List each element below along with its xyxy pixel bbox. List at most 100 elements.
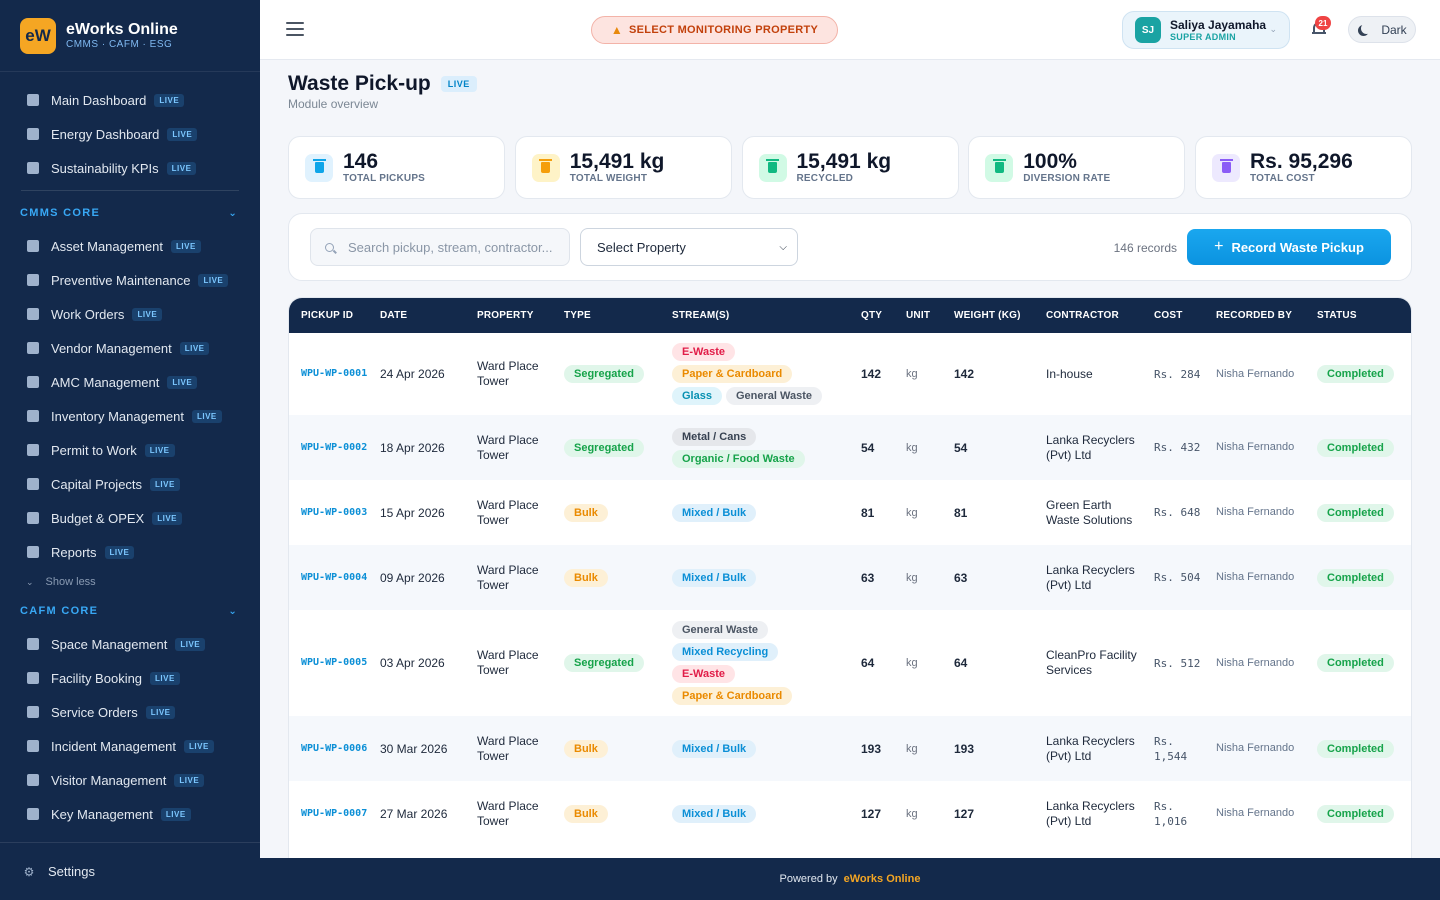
recorded-by: Nisha Fernando [1216,506,1295,518]
plus-icon: + [1214,238,1224,255]
live-badge: LIVE [166,161,197,175]
property-select[interactable]: Select Property ⌵ [580,228,798,266]
column-header[interactable]: DATE [380,310,408,321]
section-cmms-core[interactable]: CMMS CORE ⌄ [0,197,260,229]
pickup-id-link[interactable]: WPU-WP-0007 [301,807,368,819]
unit: kg [906,368,918,380]
section-cafm-core[interactable]: CAFM CORE ⌄ [0,595,260,627]
brand-name: eWorks Online [66,21,178,38]
table-row[interactable]: WPU-WP-0005 03 Apr 2026 Ward Place Tower Se… [289,610,1411,716]
monitor-label: SELECT MONITORING PROPERTY [629,24,819,36]
pickup-date: 15 Apr 2026 [380,505,445,520]
sidebar-item-preventive-maintenance[interactable]: Preventive Maintenance LIVE [0,263,260,297]
sidebar-item-asset-management[interactable]: Asset Management LIVE [0,229,260,263]
stream-badge: Mixed / Bulk [672,739,757,758]
sidebar-item-label: Service Orders [51,704,138,720]
pickup-id-link[interactable]: WPU-WP-0005 [301,657,368,668]
search-input[interactable]: Search pickup, stream, contractor... [310,228,570,266]
quantity: 142 [861,367,882,381]
pickup-id-link[interactable]: WPU-WP-0004 [301,571,368,583]
stream-badge: Organic / Food Waste [672,449,805,468]
sidebar-item-inventory-management[interactable]: Inventory Management LIVE [0,399,260,433]
stat-card: 100% DIVERSION RATE [968,136,1186,199]
pickup-date: 09 Apr 2026 [380,570,445,585]
table-row[interactable]: WPU-WP-0002 18 Apr 2026 Ward Place Tower Se… [289,415,1411,480]
cost: Rs. 1,016 [1154,799,1188,828]
sidebar-item-label: Visitor Management [51,772,167,788]
type-badge: Segregated [564,365,644,383]
unit: kg [906,657,918,669]
live-badge: LIVE [171,239,201,253]
contractor-name: Lanka Recyclers (Pvt) Ltd [1046,733,1135,763]
live-badge: LIVE [191,409,222,423]
sidebar-item-energy-dashboard[interactable]: Energy Dashboard LIVE [0,117,260,151]
sidebar-item-permit-to-work[interactable]: Permit to Work LIVE [0,433,260,467]
notification-count-badge: 21 [1315,16,1331,30]
dark-mode-toggle[interactable]: Dark [1348,16,1416,43]
cost: Rs. 512 [1154,656,1201,670]
property-name: Ward Place Tower [477,359,539,388]
pickup-id-link[interactable]: WPU-WP-0001 [301,368,368,379]
type-badge: Segregated [564,654,644,672]
table-row[interactable]: WPU-WP-0004 09 Apr 2026 Ward Place Tower Bu… [289,545,1411,610]
sidebar-item-vendor-management[interactable]: Vendor Management LIVE [0,331,260,365]
sidebar-item-sustainability-kpis[interactable]: Sustainability KPIs LIVE [0,151,260,185]
column-header[interactable]: CONTRACTOR [1046,310,1119,321]
trash-bin-icon [985,153,1014,182]
pickup-id-link[interactable]: WPU-WP-0003 [301,506,368,518]
column-header[interactable]: RECORDED BY [1216,310,1293,321]
stat-card: 15,491 kg RECYCLED [741,136,959,199]
column-header[interactable]: COST [1154,310,1183,321]
user-menu[interactable]: SJ Saliya Jayamaha SUPER ADMIN ⌄ [1122,11,1290,49]
table-row[interactable]: WPU-WP-0003 15 Apr 2026 Ward Place Tower Bu… [289,480,1411,545]
pickup-id-link[interactable]: WPU-WP-0002 [301,441,368,453]
table-row[interactable]: WPU-WP-0006 30 Mar 2026 Ward Place Tower Bu… [289,716,1411,781]
quantity: 81 [861,505,875,520]
pickup-date: 27 Mar 2026 [380,806,448,821]
sidebar-item-budget-opex[interactable]: Budget & OPEX LIVE [0,501,260,535]
column-header[interactable]: TYPE [564,310,591,321]
table-row[interactable]: WPU-WP-0001 24 Apr 2026 Ward Place Tower Se… [289,333,1411,415]
column-header[interactable]: QTY [861,310,883,321]
weight-kg: 142 [954,367,975,381]
moon-icon [1361,23,1372,34]
module-icon [26,637,40,651]
sidebar-item-label: Incident Management [51,738,177,754]
contractor-name: In-house [1046,366,1093,381]
brand[interactable]: eW eWorks Online CMMS · CAFM · ESG [0,0,260,72]
sidebar-item-main-dashboard[interactable]: Main Dashboard LIVE [0,83,260,117]
unit: kg [906,807,918,820]
sidebar-item-key-management[interactable]: Key Management LIVE [0,797,260,831]
topbar: ▲ SELECT MONITORING PROPERTY SJ Saliya J… [260,0,1440,60]
sidebar-item-reports[interactable]: Reports LIVE [0,535,260,569]
sidebar-item-facility-booking[interactable]: Facility Booking LIVE [0,661,260,695]
column-header[interactable]: PROPERTY [477,310,534,321]
column-header[interactable]: UNIT [906,310,931,321]
module-icon [26,409,40,423]
select-monitoring-property-button[interactable]: ▲ SELECT MONITORING PROPERTY [591,16,838,44]
hamburger-menu-icon[interactable] [286,22,304,36]
sidebar-item-incident-management[interactable]: Incident Management LIVE [0,729,260,763]
sidebar-item-settings[interactable]: ⚙ Settings [0,842,260,900]
record-waste-pickup-button[interactable]: + Record Waste Pickup [1187,229,1391,265]
stream-badge: Mixed / Bulk [672,503,757,522]
sidebar-item-amc-management[interactable]: AMC Management LIVE [0,365,260,399]
stream-badge: Metal / Cans [672,427,757,446]
sidebar-item-visitor-management[interactable]: Visitor Management LIVE [0,763,260,797]
sidebar-item-service-orders[interactable]: Service Orders LIVE [0,695,260,729]
column-header[interactable]: WEIGHT (KG) [954,310,1021,321]
gear-icon: ⚙ [23,864,35,879]
column-header[interactable]: STREAM(S) [672,310,730,321]
sidebar-item-capital-projects[interactable]: Capital Projects LIVE [0,467,260,501]
property-select-value: Select Property [597,239,686,255]
table-row[interactable]: WPU-WP-0007 27 Mar 2026 Ward Place Tower Bu… [289,781,1411,846]
sidebar-item-label: Facility Booking [51,670,143,686]
show-less-toggle[interactable]: ⌄ Show less [0,569,260,595]
pickup-id-link[interactable]: WPU-WP-0006 [301,742,368,754]
sidebar-item-space-management[interactable]: Space Management LIVE [0,627,260,661]
footer-brand[interactable]: eWorks Online [843,873,921,885]
column-header[interactable]: STATUS [1317,310,1357,321]
sidebar-item-work-orders[interactable]: Work Orders LIVE [0,297,260,331]
column-header[interactable]: PICKUP ID [301,310,354,321]
live-badge: LIVE [184,739,214,753]
